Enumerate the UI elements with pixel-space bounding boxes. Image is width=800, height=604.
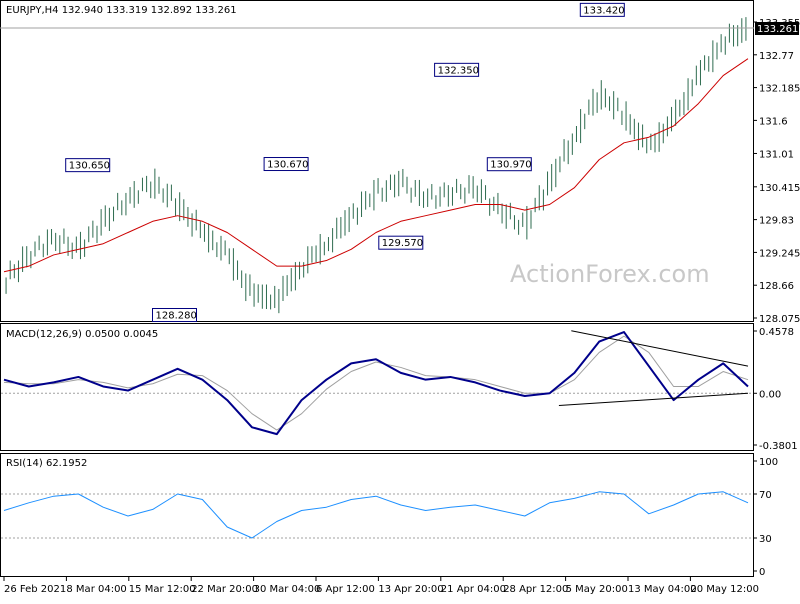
y-tick-label: 131.6	[759, 116, 788, 127]
macd-axis: 0.4578 0.00 -0.3801	[1, 327, 798, 452]
price-series	[3, 17, 749, 314]
rsi-header: RSI(14) 62.1952	[6, 458, 87, 469]
macd-trendline	[571, 330, 749, 367]
x-tick-label: 5 May 20:00	[566, 584, 628, 595]
y-tick-label: 0	[759, 567, 765, 578]
rsi-panel-frame	[0, 453, 754, 577]
y-tick-label: 132.77	[759, 51, 794, 62]
x-tick-label: 13 May 04:00	[628, 584, 697, 595]
y-tick-label: 70	[759, 490, 772, 501]
price-axis: 128.075 128.66 129.245 129.83 130.415 131.01 1…	[753, 18, 800, 325]
rsi-series	[3, 491, 749, 539]
x-tick-label: 13 Apr 20:00	[378, 584, 443, 595]
macd-header: MACD(12,26,9) 0.0500 0.0045	[6, 329, 158, 340]
x-tick-label: 30 Mar 04:00	[254, 584, 321, 595]
price-annotation-box	[152, 308, 197, 323]
moving-average-line	[3, 58, 749, 273]
y-tick-label: -0.3801	[759, 441, 798, 452]
x-tick-label: 21 Apr 04:00	[441, 584, 506, 595]
x-tick-label: 20 May 12:00	[690, 584, 759, 595]
x-tick-label: 8 Mar 04:00	[66, 584, 126, 595]
price-annotation-box	[65, 158, 111, 173]
price-annotation-box	[263, 157, 309, 172]
y-tick-label: 0.4578	[759, 327, 794, 338]
price-annotation-label: 130.970	[490, 160, 531, 171]
y-tick-label: 130.415	[759, 183, 800, 194]
y-tick-label: 128.075	[759, 314, 800, 325]
macd-panel-frame	[0, 323, 754, 451]
rsi-line	[3, 491, 749, 539]
price-annotation-box	[434, 62, 480, 77]
current-price-tag-bg	[755, 22, 799, 35]
price-annotation-label: 133.420	[583, 5, 624, 16]
price-panel-frame	[0, 0, 754, 322]
y-tick-label: 30	[759, 534, 772, 545]
x-tick-label: 22 Mar 20:00	[191, 584, 258, 595]
x-tick-label: 26 Feb 2021	[4, 584, 66, 595]
macd-line	[3, 331, 749, 436]
price-annotation-label: 130.650	[69, 161, 110, 172]
x-tick-label: 6 Apr 12:00	[316, 584, 375, 595]
rsi-axis: 100 70 30 0	[1, 457, 778, 578]
y-tick-label: 132.185	[759, 84, 800, 95]
macd-signal-line	[3, 335, 749, 431]
price-annotation-label: 128.280	[156, 311, 197, 322]
x-tick-label: 15 Mar 12:00	[129, 584, 196, 595]
macd-trendline	[558, 392, 749, 407]
y-tick-label: 131.01	[759, 149, 794, 160]
price-annotations: 130.650 128.280 130.670 129.570 132.350 130.9…	[65, 2, 625, 323]
y-tick-label: 129.245	[759, 248, 800, 259]
y-tick-label: 128.66	[759, 281, 794, 292]
price-annotation-box	[486, 157, 532, 172]
price-annotation-label: 129.570	[382, 238, 423, 249]
current-price-tag: 133.261	[757, 24, 798, 35]
price-annotation-box	[579, 2, 625, 17]
price-annotation-label: 132.350	[438, 65, 479, 76]
y-tick-label: 0.00	[759, 389, 781, 400]
y-tick-label: 100	[759, 457, 778, 468]
price-header: EURJPY,H4 132.940 133.319 132.892 133.26…	[6, 5, 237, 16]
macd-series	[3, 330, 749, 436]
price-annotation-box	[378, 235, 424, 250]
price-annotation-label: 130.670	[267, 160, 308, 171]
y-tick-label: 129.83	[759, 216, 794, 227]
watermark: ActionForex.com	[510, 260, 710, 288]
x-tick-label: 28 Apr 12:00	[503, 584, 568, 595]
